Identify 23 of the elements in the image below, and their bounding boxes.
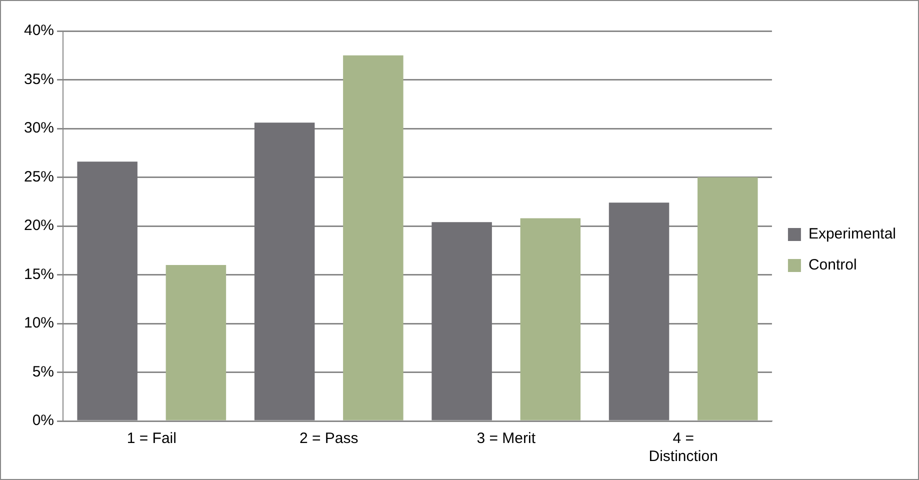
bar bbox=[166, 265, 226, 420]
x-tick-label: 4 = Distinction bbox=[648, 430, 718, 466]
bar bbox=[77, 162, 138, 420]
y-tick-label: 40% bbox=[24, 22, 54, 40]
bar bbox=[698, 177, 758, 420]
y-tick-label: 30% bbox=[24, 120, 54, 137]
bar bbox=[608, 202, 670, 420]
x-tick-label: 3 = Merit bbox=[476, 430, 536, 448]
x-tick-label: 2 = Pass bbox=[299, 430, 358, 448]
y-tick-label: 35% bbox=[24, 70, 54, 88]
y-tick-label: 20% bbox=[24, 217, 54, 234]
y-tick-label: 25% bbox=[24, 168, 54, 186]
bar bbox=[343, 55, 404, 420]
legend-label: Experimental bbox=[808, 226, 896, 243]
legend-label: Control bbox=[808, 256, 857, 274]
bar bbox=[254, 122, 315, 420]
y-tick-label: 0% bbox=[32, 412, 54, 430]
bar bbox=[432, 222, 492, 420]
bar bbox=[520, 218, 581, 420]
y-tick-label: 10% bbox=[24, 314, 54, 332]
y-tick-label: 15% bbox=[24, 266, 54, 283]
y-tick-label: 5% bbox=[32, 363, 54, 380]
x-tick-label: 1 = Fail bbox=[126, 430, 176, 448]
